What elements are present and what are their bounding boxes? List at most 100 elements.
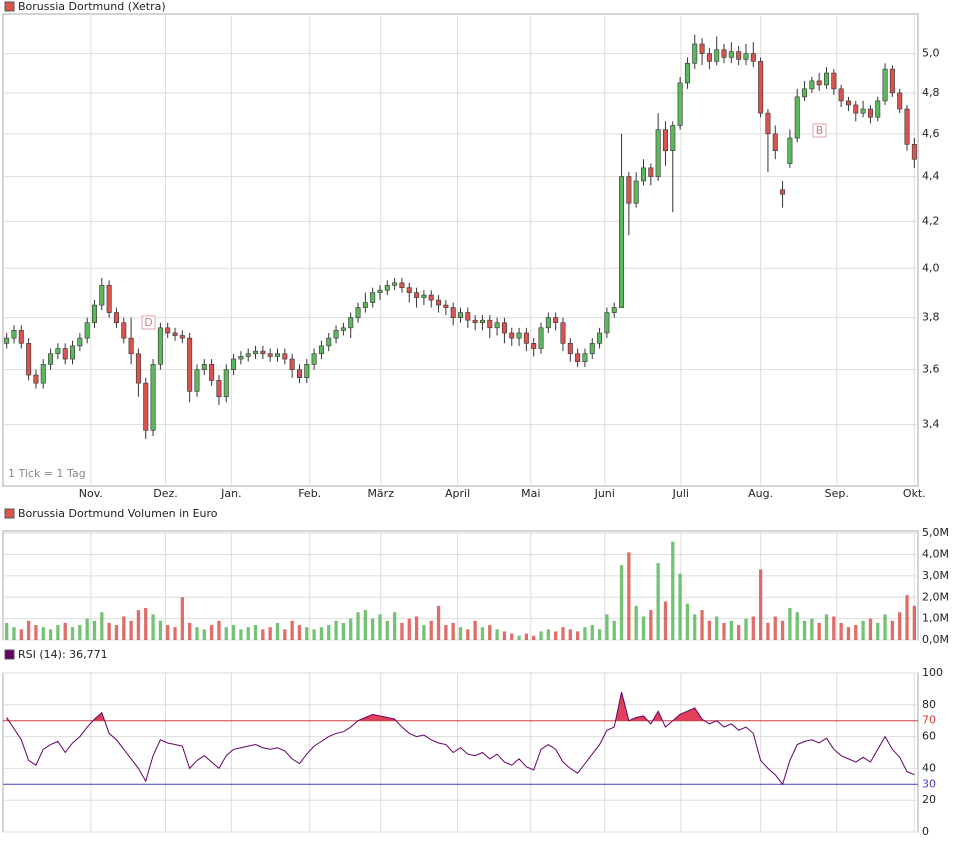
plot-layer: Nov. Dez. Jan. Feb. März April Mai Juni Juli Aug.… bbox=[3, 14, 949, 838]
volume-bar bbox=[758, 569, 763, 640]
y-tick-label: 4,8 bbox=[922, 86, 940, 99]
candle-body bbox=[604, 312, 610, 334]
candle-body bbox=[201, 364, 207, 370]
candle-body bbox=[326, 337, 332, 347]
candle-body bbox=[538, 327, 544, 349]
y-tick-label: 4,4 bbox=[922, 170, 940, 183]
candle-body bbox=[355, 307, 361, 318]
volume-bar bbox=[912, 605, 916, 640]
candle-body bbox=[794, 96, 800, 139]
volume-bar bbox=[583, 627, 587, 640]
candle-body bbox=[787, 137, 793, 164]
volume-bar bbox=[217, 620, 221, 640]
candle-body bbox=[487, 319, 493, 329]
candle-body bbox=[882, 68, 888, 102]
volume-bar bbox=[773, 616, 777, 640]
volume-bar bbox=[26, 620, 31, 640]
volume-bar bbox=[627, 552, 631, 640]
volume-bar bbox=[641, 616, 646, 640]
y-tick-label: 5,0 bbox=[922, 47, 940, 60]
candle-body bbox=[362, 302, 368, 308]
x-tick-label: März bbox=[367, 487, 394, 500]
candle-body bbox=[472, 319, 478, 324]
candle-body bbox=[648, 167, 654, 177]
volume-bar bbox=[663, 601, 668, 640]
y-tick-label: 2,0M bbox=[922, 590, 949, 603]
candle-body bbox=[758, 61, 764, 114]
candle-body bbox=[18, 330, 24, 344]
rsi-line bbox=[6, 691, 915, 786]
candle-body bbox=[611, 307, 617, 313]
candle-body bbox=[567, 342, 573, 355]
annotation-box bbox=[141, 315, 156, 330]
candle-body bbox=[333, 330, 339, 339]
volume-bar bbox=[510, 633, 514, 640]
candle-body bbox=[143, 382, 149, 431]
volume-bar bbox=[144, 607, 148, 640]
candle-body bbox=[370, 292, 376, 303]
y-tick-label: 1,0M bbox=[922, 612, 949, 625]
candle-body bbox=[194, 369, 200, 392]
volume-bar bbox=[48, 629, 53, 640]
candle-body bbox=[831, 72, 837, 90]
volume-bar bbox=[180, 597, 184, 640]
volume-bar bbox=[297, 625, 302, 640]
candle-body bbox=[106, 284, 112, 313]
candle-body bbox=[113, 312, 119, 324]
candle-body bbox=[311, 353, 317, 365]
volume-bar bbox=[744, 618, 748, 640]
volume-panel bbox=[2, 530, 919, 641]
candle-body bbox=[48, 353, 54, 365]
volume-bar bbox=[334, 620, 338, 640]
candle-body bbox=[216, 380, 222, 398]
x-tick-label: Jan. bbox=[220, 487, 241, 500]
volume-bar bbox=[371, 618, 375, 640]
volume-bar bbox=[70, 627, 75, 640]
candle-body bbox=[443, 304, 449, 308]
candle-body bbox=[150, 364, 156, 431]
y-tick-label: 3,4 bbox=[922, 418, 940, 431]
candle-body bbox=[545, 317, 551, 329]
level-label: 30 bbox=[922, 777, 936, 790]
volume-bar bbox=[12, 627, 16, 640]
candle-body bbox=[684, 62, 690, 84]
volume-bar bbox=[502, 631, 507, 640]
volume-bar bbox=[824, 614, 829, 640]
candle-body bbox=[318, 345, 324, 355]
volume-bar bbox=[656, 563, 660, 640]
volume-bar bbox=[275, 622, 280, 640]
candle-body bbox=[304, 364, 310, 379]
volume-bar bbox=[554, 631, 558, 640]
volume-bar bbox=[678, 573, 682, 640]
volume-bar bbox=[737, 625, 741, 640]
candle-body bbox=[633, 180, 639, 204]
candle-body bbox=[157, 327, 163, 365]
candle-body bbox=[816, 80, 822, 86]
y-tick-label: 3,6 bbox=[922, 363, 940, 376]
candle-body bbox=[458, 312, 463, 318]
candle-body bbox=[99, 284, 105, 306]
x-tick-label: Feb. bbox=[298, 487, 321, 500]
candle-body bbox=[582, 353, 588, 362]
candle-body bbox=[209, 364, 215, 381]
candle-body bbox=[33, 374, 39, 384]
volume-bar bbox=[597, 629, 602, 640]
candle-body bbox=[743, 53, 749, 60]
candle-body bbox=[889, 68, 895, 94]
candle-body bbox=[692, 43, 698, 64]
volume-bar bbox=[400, 622, 404, 640]
candle-body bbox=[11, 330, 17, 339]
y-tick-label: 4,0 bbox=[922, 261, 940, 274]
volume-bar bbox=[495, 629, 499, 640]
volume-bar bbox=[151, 614, 155, 640]
volume-bar bbox=[488, 625, 492, 640]
volume-bar bbox=[92, 620, 97, 640]
volume-bar bbox=[780, 620, 785, 640]
candle-body bbox=[340, 327, 346, 331]
candle-body bbox=[845, 100, 851, 106]
x-tick-label: Juli bbox=[672, 487, 689, 500]
volume-bar bbox=[722, 622, 726, 640]
volume-bar bbox=[195, 627, 199, 640]
candle-body bbox=[772, 133, 778, 151]
candle-body bbox=[699, 43, 705, 54]
